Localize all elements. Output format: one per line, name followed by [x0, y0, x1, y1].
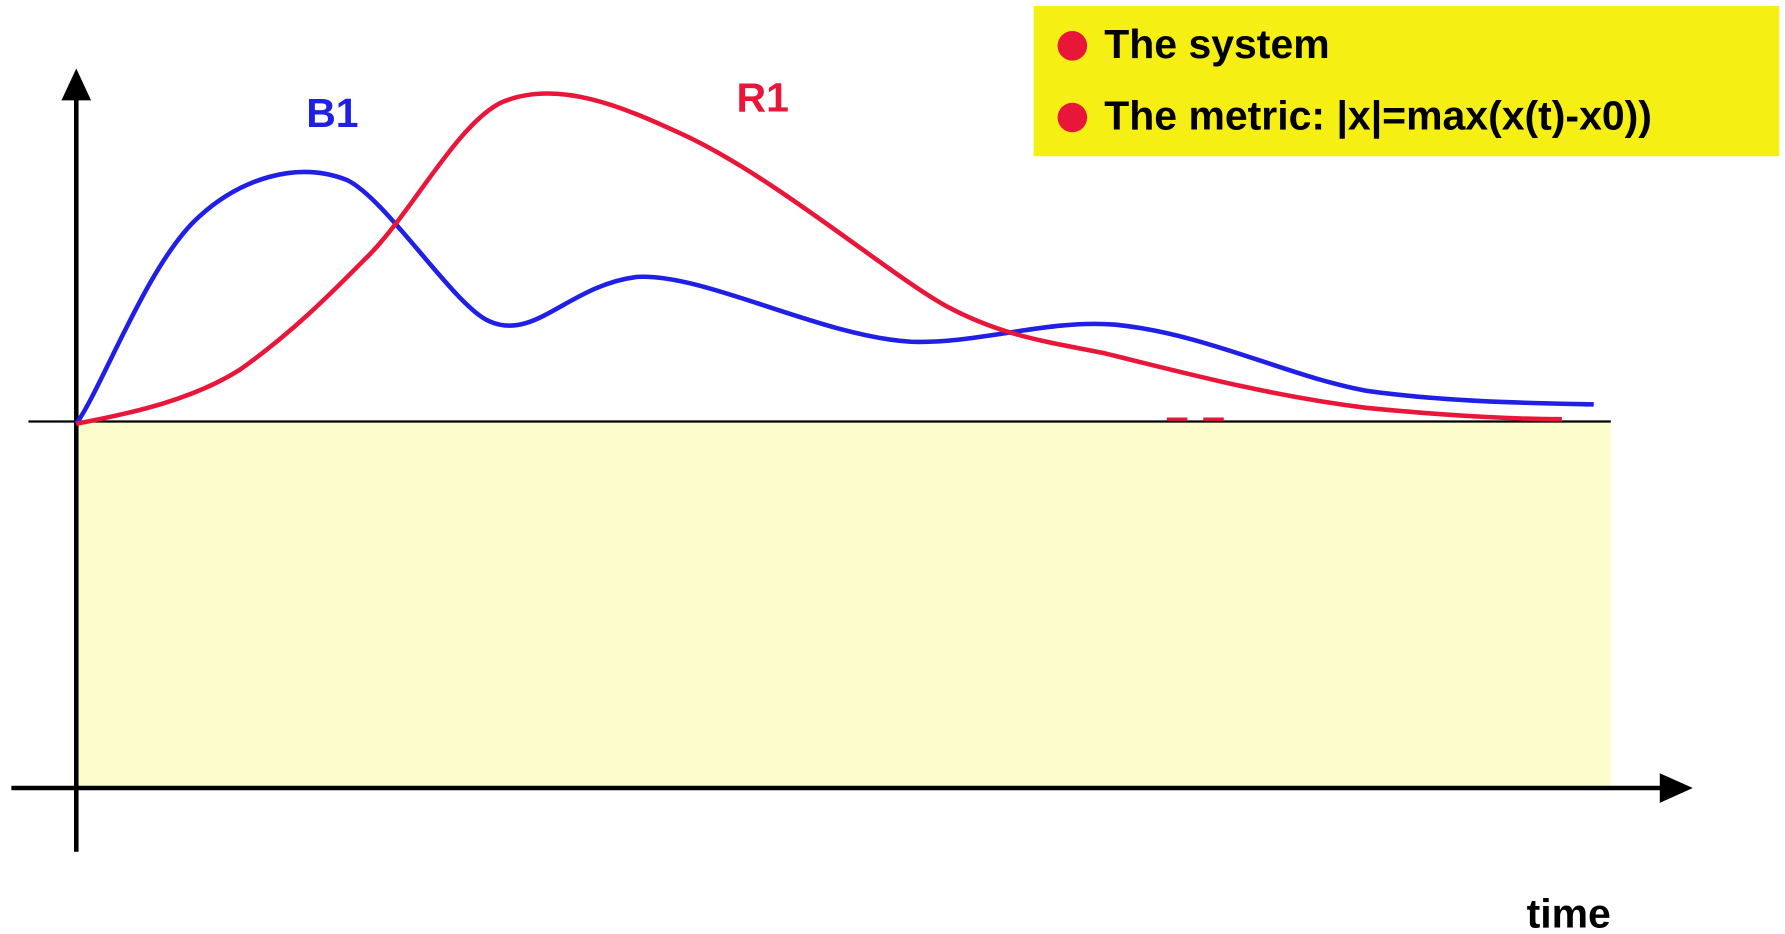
x-axis-label: time [1527, 890, 1611, 934]
shaded-region [76, 421, 1611, 789]
legend-bullet [1057, 30, 1088, 61]
red-curve [75, 91, 1562, 426]
legend-item: The metric: |x|=max(x(t)-x0)) [1104, 92, 1652, 138]
legend-bullet [1057, 102, 1088, 133]
red-curve-label: R1 [737, 74, 789, 120]
y-axis-arrow [61, 68, 92, 101]
blue-curve [74, 169, 1594, 426]
legend-item: The system [1104, 21, 1329, 67]
legend-box [1033, 5, 1780, 157]
blue-curve-label: B1 [306, 90, 358, 136]
x-axis-arrow [1659, 773, 1693, 803]
